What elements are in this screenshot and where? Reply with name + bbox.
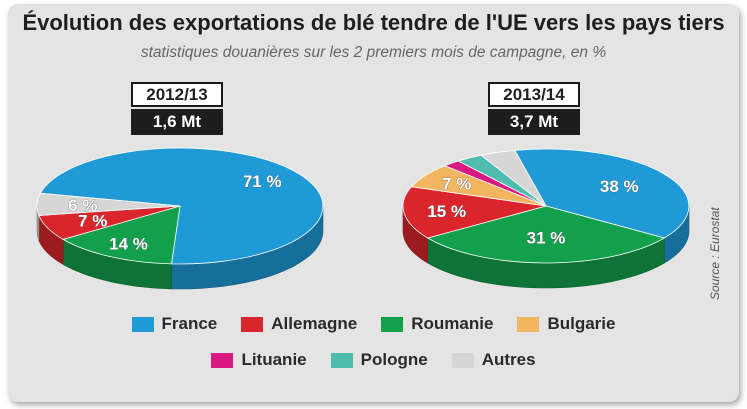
legend-label-france: France [161, 314, 218, 333]
legend-swatch-lituanie [211, 352, 234, 368]
legend-swatch-france [131, 316, 154, 332]
legend-item-allemagne: Allemagne [241, 314, 357, 334]
source-note: Source : Eurostat [708, 207, 722, 300]
legend-item-autres: Autres [451, 350, 536, 370]
legend-swatch-bulgarie [517, 316, 540, 332]
year-label-2012-13: 2012/13 [131, 82, 223, 107]
pie-0-label-roumanie: 14 % [109, 235, 148, 254]
legend-swatch-pologne [330, 352, 353, 368]
total-label-2013-14: 3,7 Mt [488, 109, 580, 135]
legend-label-bulgarie: Bulgarie [547, 314, 616, 333]
chart-title: Évolution des exportations de blé tendre… [22, 10, 725, 35]
pie-0-slice-autres [36, 192, 181, 216]
pie-1: 38 % 31 % 15 % 7 % [402, 148, 690, 289]
legend-swatch-roumanie [381, 316, 404, 332]
legend-row-1: France Allemagne Roumanie Bulgarie [0, 314, 747, 334]
pie-1-label-bulgarie: 7 % [442, 174, 471, 193]
pie-1-slice-allemagne [402, 186, 547, 239]
pie-1-slice-france [514, 148, 690, 239]
pie-0-slice-france [39, 147, 324, 265]
legend-swatch-allemagne [241, 316, 264, 332]
legend-row-2: Lituanie Pologne Autres [0, 350, 747, 370]
legend-label-autres: Autres [481, 350, 536, 369]
pie-1-slice-roumanie [426, 205, 666, 264]
pie-1-label-roumanie: 31 % [527, 228, 566, 247]
legend-item-france: France [131, 314, 218, 334]
pie-0: 71 % 14 %7 %6 % [36, 147, 324, 290]
legend-item-pologne: Pologne [330, 350, 428, 370]
pie-1-label-france: 38 % [600, 177, 639, 196]
legend-label-roumanie: Roumanie [411, 314, 494, 333]
pie-1-label-allemagne: 15 % [427, 202, 466, 221]
legend-item-bulgarie: Bulgarie [517, 314, 615, 334]
year-label-2013-14: 2013/14 [488, 82, 580, 107]
legend-item-lituanie: Lituanie [211, 350, 307, 370]
total-label-2012-13: 1,6 Mt [131, 109, 223, 135]
chart-subtitle: statistiques douanières sur les 2 premie… [140, 44, 607, 61]
pie-1-slice-autres [480, 149, 547, 207]
legend-item-roumanie: Roumanie [381, 314, 493, 334]
pie-0-slice-roumanie [62, 205, 181, 265]
legend-label-allemagne: Allemagne [271, 314, 358, 333]
legend-swatch-autres [451, 352, 474, 368]
pie-0-label-autres: 6 % [68, 196, 97, 215]
pie-0-label-france: 71 % [243, 172, 282, 191]
pie-0-label-allemagne: 7 % [78, 212, 107, 231]
legend-label-pologne: Pologne [360, 350, 428, 369]
legend-label-lituanie: Lituanie [241, 350, 307, 369]
